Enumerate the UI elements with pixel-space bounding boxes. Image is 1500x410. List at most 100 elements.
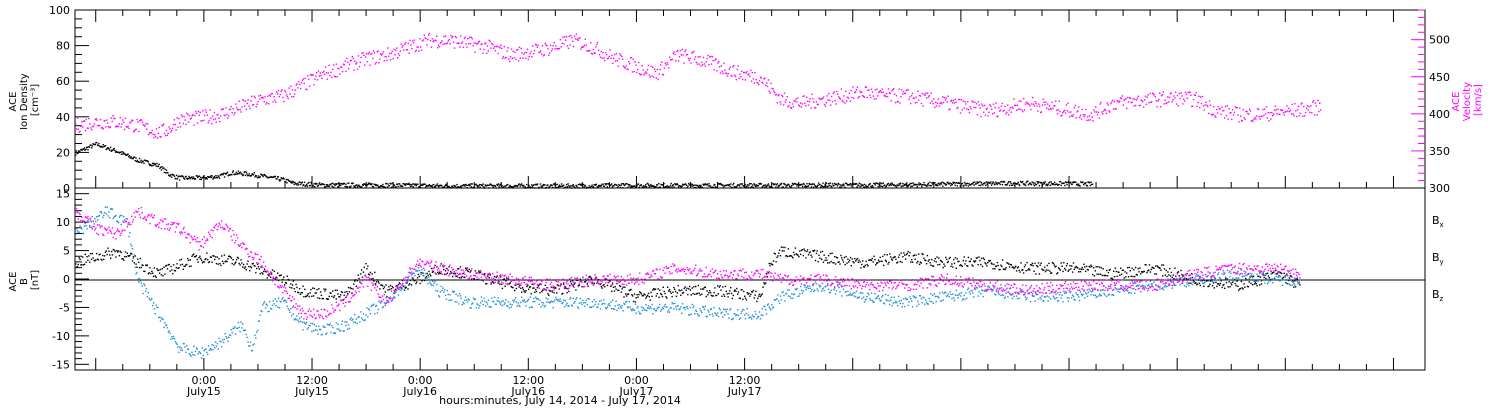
Bx-point	[329, 292, 331, 294]
velocity-point	[1121, 95, 1124, 97]
Bx-point	[556, 284, 559, 286]
velocity-point	[801, 103, 803, 105]
density-point	[905, 183, 907, 185]
By-point	[443, 291, 445, 293]
velocity-point	[942, 96, 944, 98]
Bx-point	[637, 296, 639, 298]
density-point	[785, 186, 787, 188]
Bx-point	[738, 297, 741, 299]
density-point	[965, 184, 967, 187]
By-point	[288, 309, 290, 311]
Bx-point	[1285, 282, 1287, 284]
velocity-point	[968, 111, 971, 114]
By-point	[202, 354, 205, 357]
Bx-point	[947, 260, 950, 263]
density-point	[332, 186, 335, 188]
velocity-point	[272, 101, 274, 103]
velocity-point	[722, 72, 724, 75]
By-point	[179, 346, 181, 348]
Bx-point	[1111, 277, 1113, 279]
Bx-point	[462, 272, 464, 275]
density-point	[823, 185, 826, 187]
density-point	[445, 183, 447, 186]
Bx-point	[1155, 273, 1158, 275]
density-point	[91, 147, 93, 149]
By-point	[567, 305, 569, 307]
By-point	[305, 321, 308, 324]
Bx-point	[483, 273, 485, 276]
Bx-point	[180, 258, 183, 261]
velocity-point	[690, 62, 692, 64]
density-tick-label: 40	[56, 111, 70, 124]
velocity-point	[1026, 102, 1028, 104]
velocity-point	[556, 48, 558, 50]
density-point	[255, 175, 258, 177]
Bx-point	[963, 256, 965, 258]
density-point	[645, 186, 648, 188]
velocity-point	[1161, 93, 1164, 96]
density-point	[776, 183, 778, 185]
Bx-point	[203, 261, 205, 263]
Bx-point	[125, 256, 128, 258]
Bx-point	[353, 283, 355, 285]
Bx-point	[1085, 270, 1087, 273]
By-point	[338, 328, 340, 330]
density-point	[890, 184, 892, 186]
Bx-point	[616, 282, 618, 285]
Bx-point	[980, 257, 983, 260]
velocity-point	[1185, 93, 1188, 96]
By-point	[212, 348, 214, 351]
density-point	[475, 183, 477, 185]
velocity-point	[958, 98, 960, 101]
By-point	[382, 306, 385, 308]
density-point	[498, 186, 500, 188]
Bx-point	[1196, 283, 1198, 286]
velocity-point	[277, 90, 280, 92]
velocity-point	[390, 52, 393, 54]
density-point	[113, 147, 115, 150]
velocity-point	[417, 46, 419, 48]
density-point	[86, 146, 88, 148]
velocity-point	[1062, 112, 1064, 114]
By-point	[200, 357, 203, 359]
density-point	[620, 184, 622, 187]
Bx-point	[1038, 273, 1041, 275]
Bx-point	[880, 260, 882, 262]
velocity-point	[805, 105, 807, 107]
density-point	[122, 151, 125, 154]
density-point	[298, 184, 300, 186]
By-point	[103, 214, 105, 217]
Bx-point	[641, 295, 644, 297]
velocity-point	[444, 35, 447, 37]
Bx-point	[960, 264, 962, 266]
density-point	[474, 183, 476, 186]
density-point	[568, 185, 570, 187]
density-point	[976, 181, 978, 183]
By-point	[193, 345, 195, 347]
velocity-point	[1148, 102, 1150, 104]
density-point	[549, 185, 551, 188]
Bx-point	[1002, 268, 1005, 270]
velocity-point	[271, 93, 273, 95]
Bx-point	[1091, 265, 1093, 268]
Bx-point	[1025, 270, 1027, 272]
By-point	[327, 324, 330, 326]
density-point	[653, 186, 656, 188]
density-point	[90, 144, 92, 146]
velocity-point	[793, 100, 795, 102]
By-point	[521, 299, 524, 302]
velocity-point	[604, 59, 606, 62]
velocity-point	[1042, 98, 1044, 100]
density-point	[287, 179, 290, 181]
density-point	[786, 184, 789, 187]
Bx-point	[1242, 288, 1244, 290]
velocity-point	[1210, 113, 1212, 116]
velocity-point	[579, 37, 581, 39]
velocity-point	[1015, 104, 1017, 107]
velocity-point	[710, 63, 713, 65]
Bx-point	[737, 293, 739, 295]
velocity-point	[1237, 114, 1239, 116]
velocity-point	[822, 98, 824, 100]
velocity-point	[769, 92, 771, 94]
density-point	[750, 183, 752, 185]
